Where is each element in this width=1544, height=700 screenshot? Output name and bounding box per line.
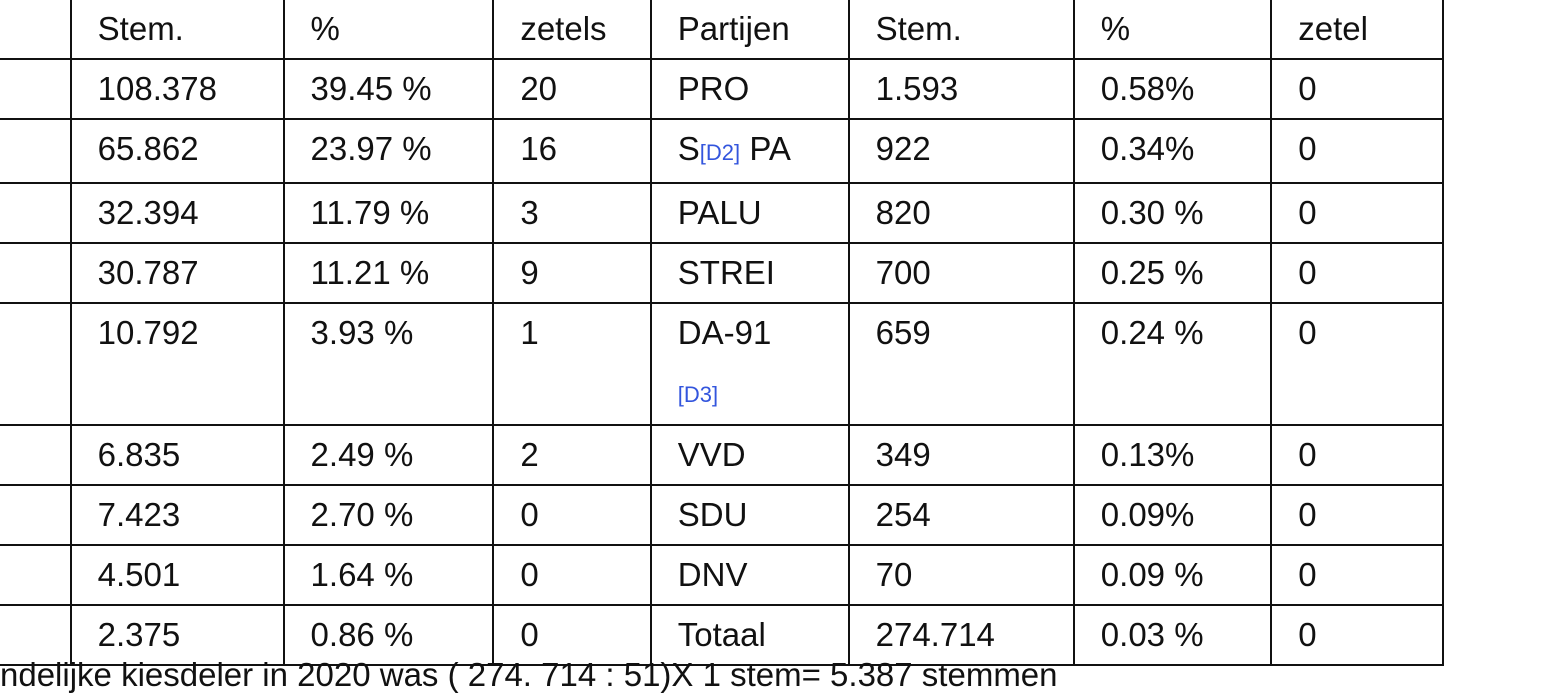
empty-cell	[0, 484, 72, 546]
cell: 4.501	[69, 544, 285, 606]
cell: 820	[847, 182, 1075, 244]
header-cell: Stem.	[847, 0, 1075, 60]
cell: 2.375	[69, 604, 285, 666]
cell: 0.09%	[1072, 484, 1273, 546]
empty-cell	[0, 182, 72, 244]
cell: PALU	[649, 182, 850, 244]
cell: 65.862	[69, 118, 285, 184]
cell: VVD	[649, 424, 850, 486]
table-row: 6.835 2.49 % 2 VVD 349 0.13% 0	[0, 424, 1444, 486]
cell: 0.25 %	[1072, 242, 1273, 304]
table-row: 7.423 2.70 % 0 SDU 254 0.09% 0	[0, 484, 1444, 546]
cell: 11.21 %	[282, 242, 495, 304]
cell: 32.394	[69, 182, 285, 244]
cell: 659	[847, 302, 1075, 426]
cell: SDU	[649, 484, 850, 546]
cell: 2.70 %	[282, 484, 495, 546]
cell: P	[0, 242, 72, 304]
cell: 1.64 %	[282, 544, 495, 606]
empty-cell	[0, 604, 72, 666]
cell: 20	[492, 58, 652, 120]
cell: 23.97 %	[282, 118, 495, 184]
cell: 0	[1270, 544, 1444, 606]
cell: 0	[1270, 424, 1444, 486]
cell: 0	[1270, 302, 1444, 426]
cell: 0	[492, 484, 652, 546]
cell: 108.378	[69, 58, 285, 120]
table-row: 4.501 1.64 % 0 DNV 70 0.09 % 0	[0, 544, 1444, 606]
header-cell: Partijen	[649, 0, 850, 60]
header-cell: %	[1072, 0, 1273, 60]
cell: Totaal	[649, 604, 850, 666]
table-row: 10.792 3.93 % 1 DA-91 [D3] 659 0.24 % 0	[0, 302, 1444, 426]
cell: 922	[847, 118, 1075, 184]
cell: DNV	[649, 544, 850, 606]
cell: 1	[492, 302, 652, 426]
footer-note: ndelijke kiesdeler in 2020 was ( 274. 71…	[0, 656, 1058, 693]
cell: 3.93 %	[282, 302, 495, 426]
cell: 274.714	[847, 604, 1075, 666]
cell: 0.24 %	[1072, 302, 1273, 426]
cell: 0.03 %	[1072, 604, 1273, 666]
header-cell: %	[282, 0, 495, 60]
empty-cell	[0, 58, 72, 120]
cell: 16	[492, 118, 652, 184]
cell: 700	[847, 242, 1075, 304]
cell: 2	[492, 424, 652, 486]
cell: S[D2] PA	[649, 118, 850, 184]
table-row: 2.375 0.86 % 0 Totaal 274.714 0.03 % 0	[0, 604, 1444, 666]
footnote-ref: [D3]	[677, 382, 719, 407]
cell: 0.30 %	[1072, 182, 1273, 244]
header-cell: jen	[0, 0, 72, 60]
cell: DA-91 [D3]	[649, 302, 850, 426]
cell: 39.45 %	[282, 58, 495, 120]
cell: 70	[847, 544, 1075, 606]
cell: 9	[492, 242, 652, 304]
cell: 0.58%	[1072, 58, 1273, 120]
cell: 2.49 %	[282, 424, 495, 486]
table-row: 65.862 23.97 % 16 S[D2] PA 922 0.34% 0	[0, 118, 1444, 184]
cell-text: S	[677, 130, 700, 167]
cell: 30.787	[69, 242, 285, 304]
cell-text: PA	[749, 130, 791, 167]
cell: 0.34%	[1072, 118, 1273, 184]
empty-cell	[0, 424, 72, 486]
cell: STREI	[649, 242, 850, 304]
results-table: jenStem.%zetelsPartijenStem.%zetel108.37…	[0, 0, 1444, 666]
cell: 0	[1270, 604, 1444, 666]
cell: 3	[492, 182, 652, 244]
cell: 7.423	[69, 484, 285, 546]
cell: 10.792	[69, 302, 285, 426]
header-cell: zetels	[492, 0, 652, 60]
cell: 0.09 %	[1072, 544, 1273, 606]
cell: 11.79 %	[282, 182, 495, 244]
table-row: 108.378 39.45 % 20 PRO 1.593 0.58% 0	[0, 58, 1444, 120]
empty-cell	[0, 544, 72, 606]
header-cell: zetel	[1270, 0, 1444, 60]
table-row: 32.394 11.79 % 3 PALU 820 0.30 % 0	[0, 182, 1444, 244]
cell: 0	[1270, 484, 1444, 546]
cell-text: DA-91	[677, 314, 772, 351]
cell: 1.593	[847, 58, 1075, 120]
cell: 0	[1270, 182, 1444, 244]
cell: 6.835	[69, 424, 285, 486]
cell: 0	[492, 544, 652, 606]
cell: 0.13%	[1072, 424, 1273, 486]
cell: PRO	[649, 58, 850, 120]
cell: 349	[847, 424, 1075, 486]
header-cell: Stem.	[69, 0, 285, 60]
cell: 254	[847, 484, 1075, 546]
cell: 0	[1270, 242, 1444, 304]
empty-cell	[0, 302, 72, 426]
cell: 0	[1270, 118, 1444, 184]
cell: 0.86 %	[282, 604, 495, 666]
cell: 0	[492, 604, 652, 666]
cell: 0	[1270, 58, 1444, 120]
footnote-ref: [D2]	[699, 140, 741, 165]
empty-cell	[0, 118, 72, 184]
